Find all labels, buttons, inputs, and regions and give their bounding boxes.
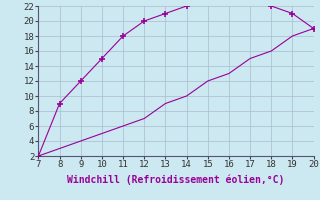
X-axis label: Windchill (Refroidissement éolien,°C): Windchill (Refroidissement éolien,°C)	[67, 175, 285, 185]
